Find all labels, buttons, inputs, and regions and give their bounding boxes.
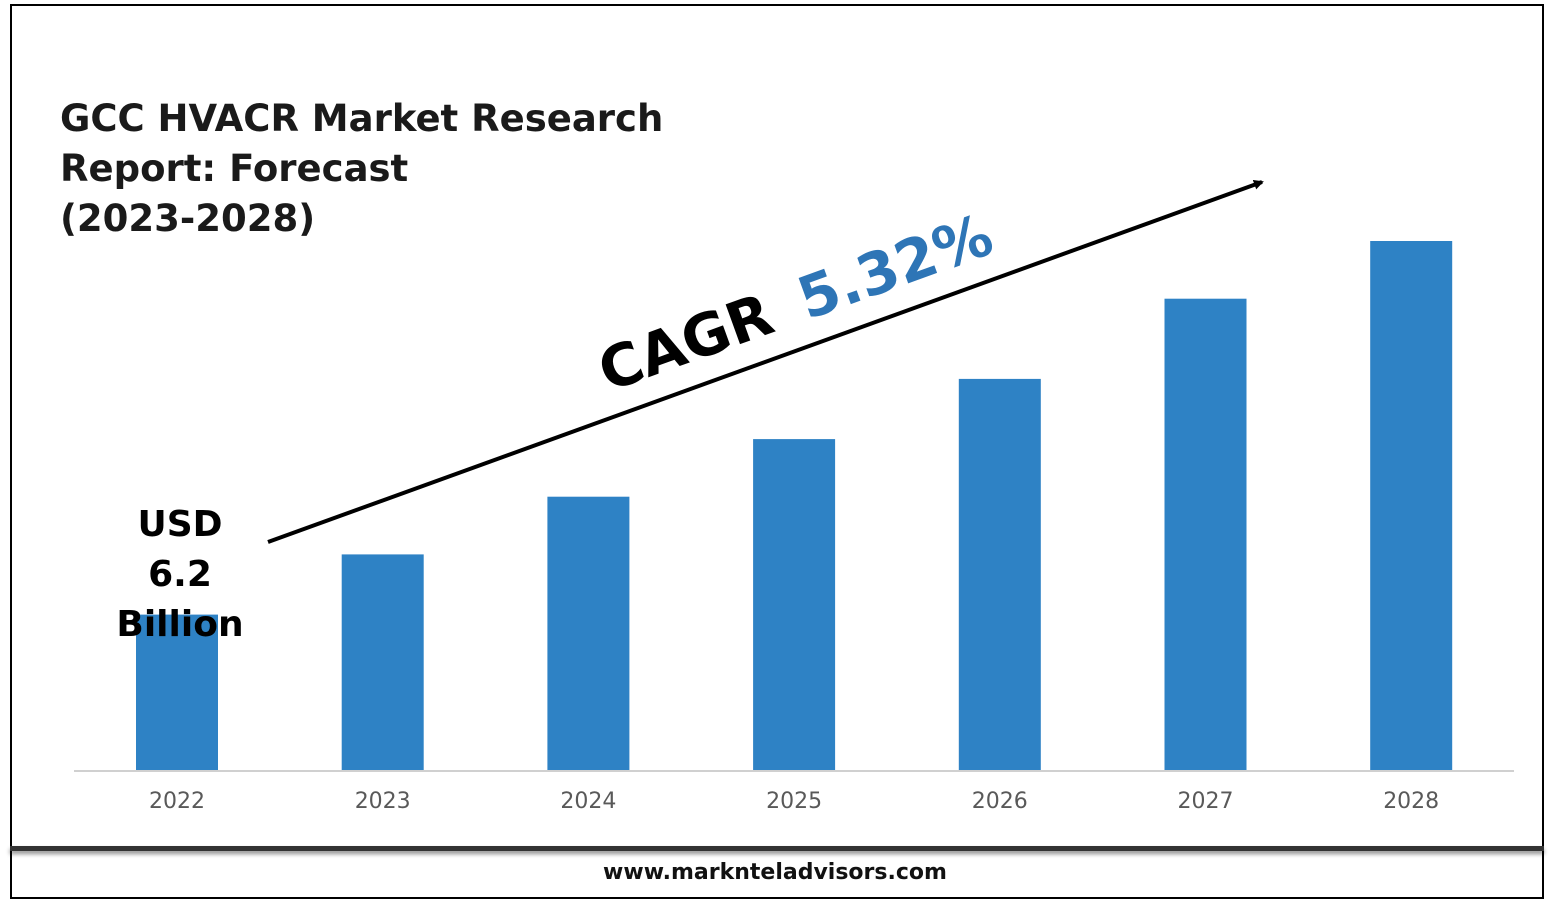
title-line-3: (2023-2028)	[60, 197, 316, 240]
bars-layer	[136, 241, 1453, 770]
title-line-2: Report: Forecast	[60, 147, 409, 190]
x-tick-label-2028: 2028	[1383, 789, 1439, 814]
usd-line-unit: Billion	[116, 604, 244, 645]
x-tick-label-2022: 2022	[149, 789, 205, 814]
x-tick-label-2023: 2023	[355, 789, 411, 814]
growth-arrow	[267, 180, 1264, 544]
x-tick-label-2025: 2025	[766, 789, 822, 814]
bar-2028	[1370, 241, 1453, 770]
bar-2026	[958, 378, 1041, 770]
bar-2027	[1164, 298, 1247, 770]
usd-line-value: 6.2	[148, 554, 212, 595]
x-tick-labels: 2022 2023 2024 2025 2026 2027 2028	[149, 789, 1439, 814]
x-tick-label-2024: 2024	[560, 789, 616, 814]
base-value-annotation: USD 6.2 Billion	[100, 500, 260, 650]
bar-2022	[136, 614, 218, 770]
bar-2024	[547, 496, 630, 770]
footer-website-link[interactable]: www.marknteladvisors.com	[603, 860, 947, 885]
x-tick-label-2026: 2026	[972, 789, 1028, 814]
x-tick-label-2027: 2027	[1178, 789, 1234, 814]
bar-2025	[753, 439, 836, 770]
title-line-1: GCC HVACR Market Research	[60, 97, 664, 140]
bar-2023	[341, 554, 424, 770]
cagr-label: CAGR	[590, 280, 782, 405]
cagr-annotation: CAGR 5.32%	[590, 201, 1002, 406]
chart-title: GCC HVACR Market Research Report: Foreca…	[60, 94, 664, 244]
usd-line-currency: USD	[137, 504, 223, 545]
footer-divider	[10, 846, 1544, 851]
